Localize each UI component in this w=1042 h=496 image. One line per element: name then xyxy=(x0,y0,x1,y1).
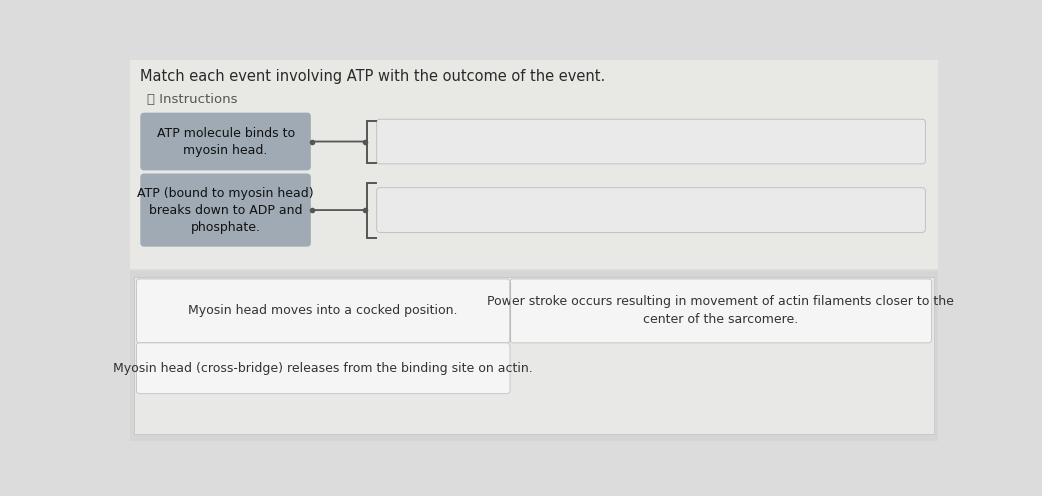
FancyBboxPatch shape xyxy=(130,60,938,269)
FancyBboxPatch shape xyxy=(137,343,510,394)
FancyBboxPatch shape xyxy=(141,113,311,171)
FancyBboxPatch shape xyxy=(134,277,934,434)
FancyBboxPatch shape xyxy=(130,271,938,441)
FancyBboxPatch shape xyxy=(377,119,925,164)
Text: ⓘ Instructions: ⓘ Instructions xyxy=(147,93,238,107)
Text: Match each event involving ATP with the outcome of the event.: Match each event involving ATP with the … xyxy=(140,69,604,84)
Text: Myosin head moves into a cocked position.: Myosin head moves into a cocked position… xyxy=(189,305,458,317)
FancyBboxPatch shape xyxy=(510,279,932,343)
Text: ATP (bound to myosin head)
breaks down to ADP and
phosphate.: ATP (bound to myosin head) breaks down t… xyxy=(138,186,314,234)
FancyBboxPatch shape xyxy=(377,187,925,233)
Text: Power stroke occurs resulting in movement of actin filaments closer to the
cente: Power stroke occurs resulting in movemen… xyxy=(488,296,954,326)
FancyBboxPatch shape xyxy=(141,174,311,247)
FancyBboxPatch shape xyxy=(137,279,510,343)
Text: ATP molecule binds to
myosin head.: ATP molecule binds to myosin head. xyxy=(156,126,295,157)
Text: Myosin head (cross-bridge) releases from the binding site on actin.: Myosin head (cross-bridge) releases from… xyxy=(114,362,534,375)
